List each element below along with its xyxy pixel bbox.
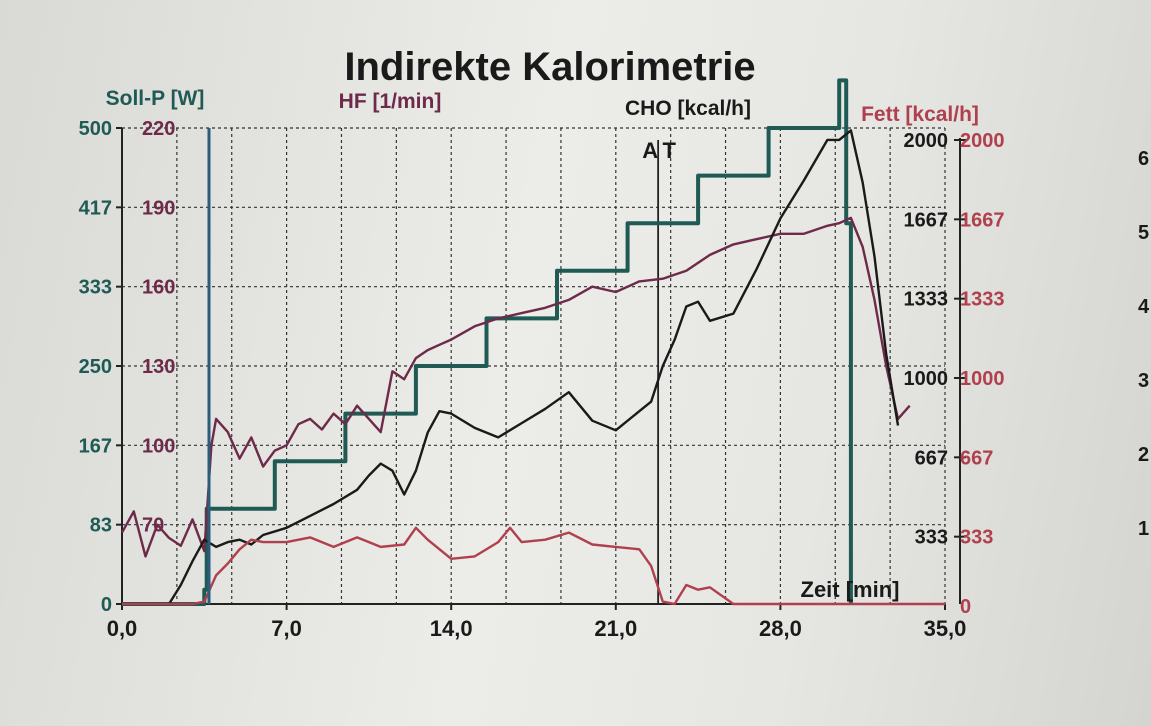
fett-tick-label: 2000: [960, 130, 1005, 152]
edge-label: 3: [1138, 370, 1149, 392]
cho-tick-label: 1000: [904, 368, 949, 390]
x-tick-label: 21,0: [594, 616, 637, 641]
fett-axis-title: Fett [kcal/h]: [861, 103, 979, 126]
soll-p-tick-label: 333: [79, 277, 112, 299]
soll-p-tick-label: 500: [79, 118, 112, 140]
cho-tick-label: 1333: [904, 289, 949, 311]
fett-tick-label: 1000: [960, 368, 1005, 390]
axes: [116, 127, 966, 610]
cho-tick-label: 2000: [904, 130, 949, 152]
cho-tick-label: 1667: [904, 209, 949, 231]
hf-tick-label: 130: [142, 356, 175, 378]
cho-tick-label: 667: [915, 447, 948, 469]
cho-tick-label: 333: [915, 527, 948, 549]
soll-p-tick-label: 0: [101, 594, 112, 616]
series-line-cho: [122, 129, 900, 606]
fett-tick-label: 1667: [960, 209, 1005, 231]
x-tick-label: 7,0: [271, 616, 302, 641]
soll-p-tick-label: 417: [79, 197, 112, 219]
fett-tick-label: 667: [960, 447, 993, 469]
axis-labels: 0831672503334175007010013016019022033366…: [79, 118, 1150, 641]
soll-p-tick-label: 250: [79, 356, 112, 378]
edge-label: 6: [1138, 148, 1149, 170]
edge-label: 2: [1138, 444, 1149, 466]
edge-label: 4: [1138, 296, 1150, 318]
chart-title: Indirekte Kalorimetrie: [344, 45, 755, 89]
series-line-hf: [120, 216, 911, 558]
fett-tick-label: 0: [960, 596, 971, 618]
x-tick-label: 35,0: [924, 616, 967, 641]
x-tick-label: 0,0: [107, 616, 138, 641]
hf-tick-label: 70: [142, 515, 164, 537]
x-tick-label: 28,0: [759, 616, 802, 641]
hf-tick-label: 220: [142, 118, 175, 140]
hf-tick-label: 160: [142, 277, 175, 299]
hf-axis-title: HF [1/min]: [339, 90, 442, 113]
edge-label: 5: [1138, 222, 1149, 244]
hf-tick-label: 190: [142, 197, 175, 219]
series-line-fett: [122, 526, 945, 606]
cho-axis-title: CHO [kcal/h]: [625, 97, 751, 120]
soll-p-tick-label: 167: [79, 435, 112, 457]
x-tick-label: 14,0: [430, 616, 473, 641]
anaerobic-threshold-label: AT: [642, 138, 682, 163]
fett-tick-label: 333: [960, 527, 993, 549]
soll-p-axis-title: Soll-P [W]: [106, 87, 205, 110]
edge-label: 1: [1138, 518, 1149, 540]
series-line-soll_p: [122, 78, 853, 606]
grid: [122, 127, 946, 604]
soll-p-tick-label: 83: [90, 515, 112, 537]
hf-tick-label: 100: [142, 435, 175, 457]
x-axis-title: Zeit [min]: [801, 577, 900, 602]
series-lines: [120, 78, 945, 606]
fett-tick-label: 1333: [960, 289, 1005, 311]
